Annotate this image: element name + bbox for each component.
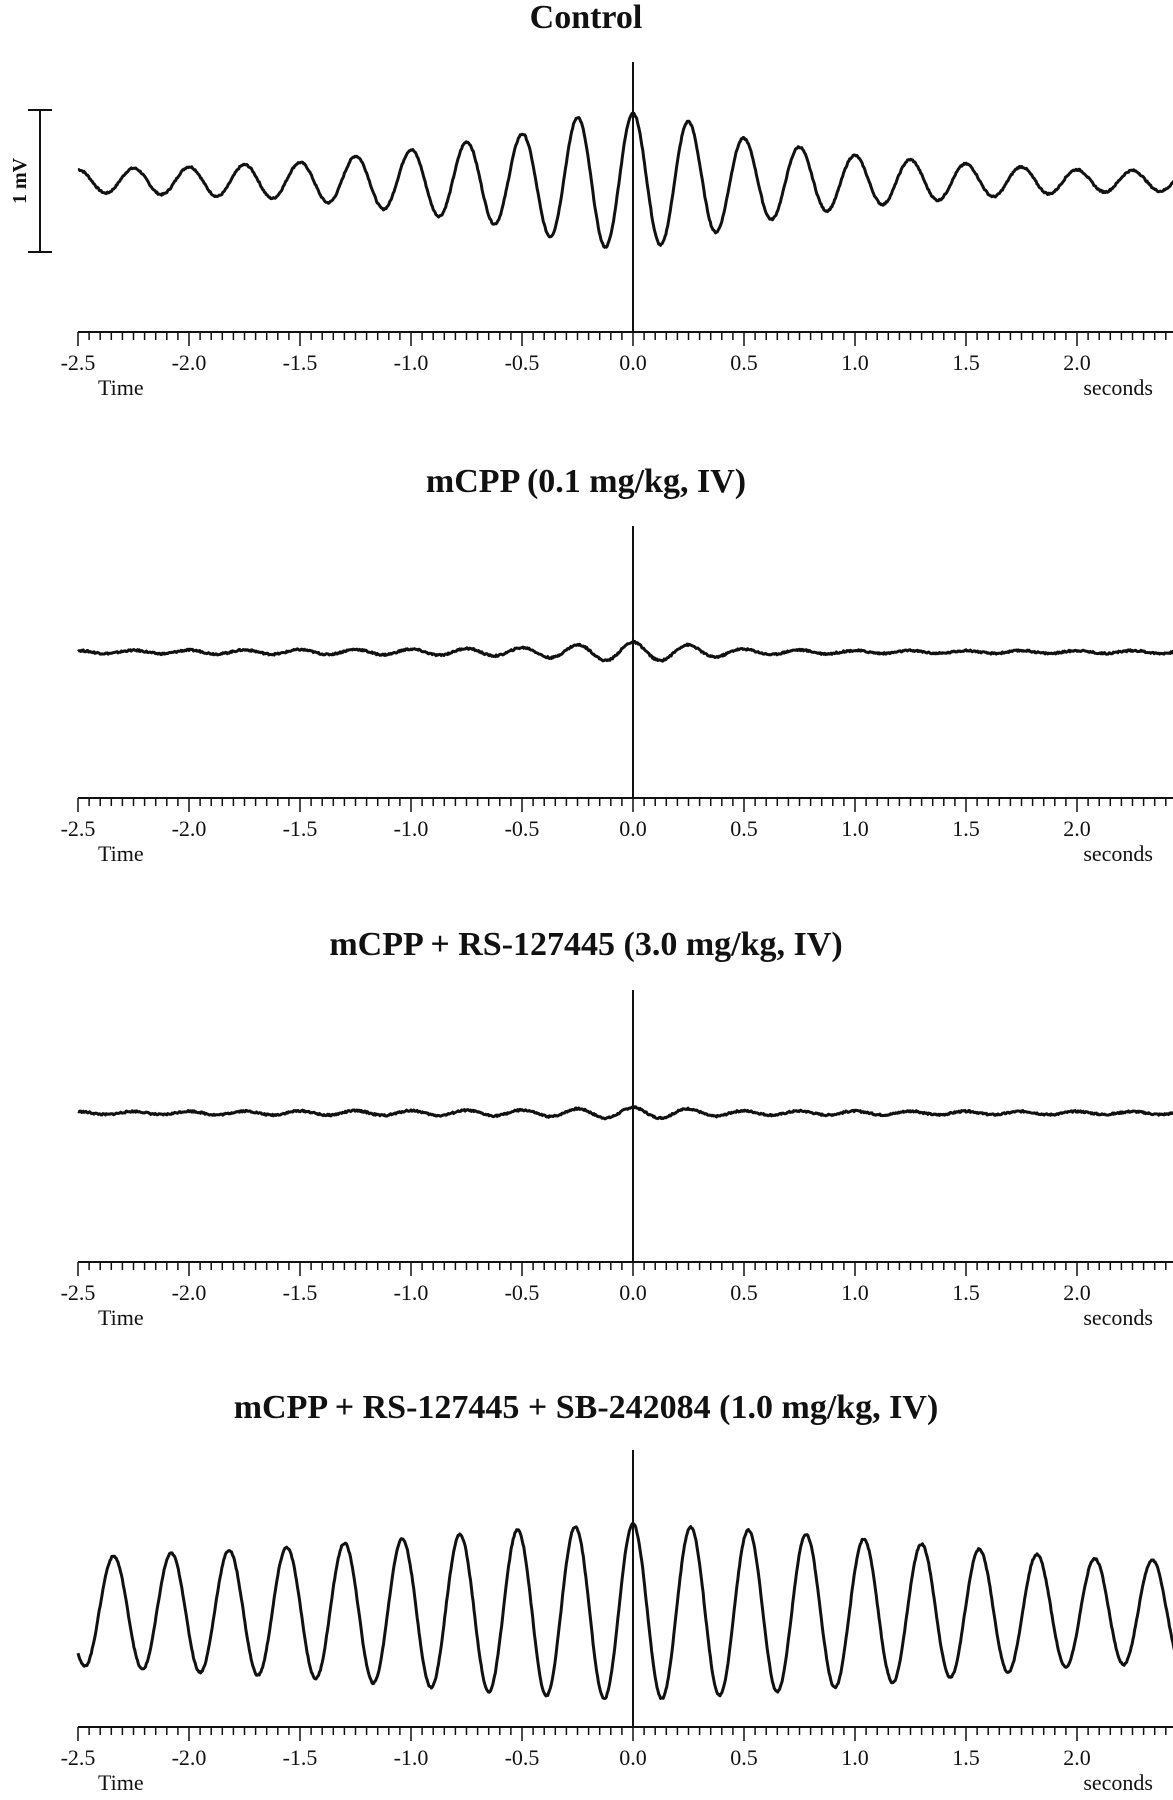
- x-tick-label: 1.0: [841, 350, 869, 375]
- scale-bar-label: 1 mV: [9, 157, 31, 204]
- x-tick-label: -2.5: [61, 816, 96, 841]
- x-tick-label: 0.0: [619, 350, 647, 375]
- x-tick-label: -2.0: [172, 1745, 207, 1770]
- x-tick-label: 0.5: [730, 350, 758, 375]
- x-tick-label: 1.0: [841, 1745, 869, 1770]
- panel-title: mCPP + RS-127445 (3.0 mg/kg, IV): [329, 926, 842, 963]
- trace-line: [76, 1521, 1173, 1700]
- x-tick-label: 2.0: [1063, 1745, 1091, 1770]
- x-tick-label: 1.5: [952, 350, 980, 375]
- x-tick-label: -2.5: [61, 350, 96, 375]
- x-axis-label-time: Time: [98, 375, 144, 400]
- x-tick-label: -2.5: [61, 1280, 96, 1305]
- x-tick-label: -1.0: [394, 1280, 429, 1305]
- x-tick-label: -2.0: [172, 350, 207, 375]
- panel-title: Control: [530, 0, 643, 36]
- x-tick-label: 1.5: [952, 1745, 980, 1770]
- x-tick-label: -2.0: [172, 1280, 207, 1305]
- x-tick-label: -1.5: [283, 816, 318, 841]
- x-tick-label: 0.5: [730, 1280, 758, 1305]
- x-tick-label: 1.5: [952, 1280, 980, 1305]
- x-tick-label: 2.0: [1063, 1280, 1091, 1305]
- x-tick-label: 0.5: [730, 816, 758, 841]
- x-tick-label: 0.0: [619, 1280, 647, 1305]
- x-tick-label: -0.5: [505, 1745, 540, 1770]
- panel-title: mCPP + RS-127445 + SB-242084 (1.0 mg/kg,…: [234, 1389, 939, 1426]
- x-tick-label: -1.5: [283, 1280, 318, 1305]
- x-tick-label: 1.0: [841, 816, 869, 841]
- panel-title: mCPP (0.1 mg/kg, IV): [426, 463, 746, 500]
- x-tick-label: 0.5: [730, 1745, 758, 1770]
- x-tick-label: 2.0: [1063, 816, 1091, 841]
- trace-line: [77, 111, 1173, 249]
- x-axis-unit-label: seconds: [1083, 375, 1153, 400]
- x-tick-label: -1.0: [394, 816, 429, 841]
- x-axis-label-time: Time: [98, 1305, 144, 1330]
- x-axis-unit-label: seconds: [1083, 1305, 1153, 1330]
- x-tick-label: -1.5: [283, 1745, 318, 1770]
- x-axis-unit-label: seconds: [1083, 841, 1153, 866]
- scale-bar: 1 mV: [9, 109, 52, 253]
- x-axis-label-time: Time: [98, 841, 144, 866]
- x-axis-unit-label: seconds: [1083, 1770, 1153, 1795]
- x-axis-label-time: Time: [98, 1770, 144, 1795]
- x-tick-label: -0.5: [505, 350, 540, 375]
- x-tick-label: -2.0: [172, 816, 207, 841]
- x-tick-label: -1.0: [394, 1745, 429, 1770]
- x-tick-label: 2.0: [1063, 350, 1091, 375]
- x-tick-label: -1.5: [283, 350, 318, 375]
- trace-line: [77, 1105, 1173, 1121]
- x-tick-label: 0.0: [619, 1745, 647, 1770]
- x-tick-label: -2.5: [61, 1745, 96, 1770]
- x-tick-label: 1.0: [841, 1280, 869, 1305]
- x-tick-label: 0.0: [619, 816, 647, 841]
- x-tick-label: -1.0: [394, 350, 429, 375]
- x-tick-label: -0.5: [505, 1280, 540, 1305]
- x-tick-label: 1.5: [952, 816, 980, 841]
- trace-line: [77, 639, 1173, 663]
- x-tick-label: -0.5: [505, 816, 540, 841]
